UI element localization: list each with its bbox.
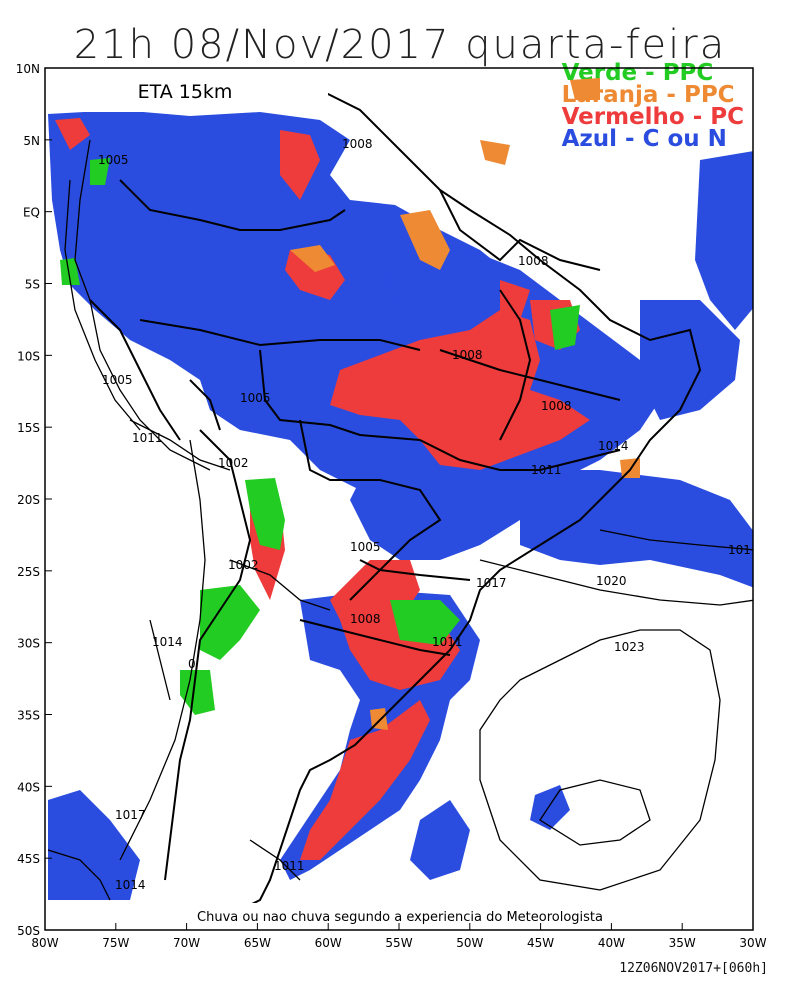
lat-label: 15S — [17, 421, 40, 435]
latitude-axis: 10N 5N EQ 5S 10S 15S 20S 25S 30S 35S 40S 45S 50S — [16, 62, 52, 938]
legend-item-laranja: Laranja - PPC — [561, 82, 735, 108]
lon-label: 30W — [739, 936, 766, 950]
lat-label: 25S — [17, 565, 40, 579]
isobars — [47, 139, 753, 901]
isobar-label: 1002 — [228, 558, 259, 572]
isobar-label: 1014 — [152, 635, 183, 649]
isobar-label: 1008 — [518, 254, 549, 268]
lat-label: 5S — [25, 278, 40, 292]
isobar-label: 1014 — [598, 439, 629, 453]
lat-label: 40S — [17, 780, 40, 794]
country-borders — [89, 89, 702, 911]
lon-label: 75W — [102, 936, 129, 950]
lon-label: 60W — [315, 936, 342, 950]
green-areas — [60, 158, 580, 715]
lon-label: 65W — [244, 936, 271, 950]
blue-areas — [48, 110, 753, 900]
isobar-label: 1017 — [115, 808, 146, 822]
isobar-label: 1008 — [342, 137, 373, 151]
isobar-label: 1020 — [596, 574, 627, 588]
legend-item-azul: Azul - C ou N — [561, 126, 727, 152]
lon-label: 40W — [598, 936, 625, 950]
lon-label: 80W — [31, 936, 58, 950]
isobar-label: 1005 — [98, 153, 129, 167]
lat-label: 35S — [17, 709, 40, 723]
lat-label: 45S — [17, 852, 40, 866]
isobar-label: 1011 — [432, 635, 463, 649]
isobar-label: 1008 — [350, 612, 381, 626]
isobar-label: 1008 — [452, 348, 483, 362]
run-footnote: 12Z06NOV2017+[060h] — [619, 961, 768, 976]
isobar-label: 1017 — [476, 576, 507, 590]
lat-label: 20S — [17, 493, 40, 507]
lat-label: 5N — [23, 134, 40, 148]
isobar-label: 1023 — [614, 640, 645, 654]
isobar-label: 1005 — [240, 391, 271, 405]
isobar-label: 0 — [188, 657, 196, 671]
isobar-label: 1008 — [541, 399, 572, 413]
lat-label: 10N — [16, 62, 40, 76]
isobar-label: 1011 — [132, 431, 163, 445]
lat-label: 30S — [17, 637, 40, 651]
isobar-label: 1014 — [115, 878, 146, 892]
isobar-label: 1005 — [350, 540, 381, 554]
isobar-label: 101 — [728, 543, 751, 557]
model-label: ETA 15km — [138, 81, 233, 103]
isobar-label: 1005 — [102, 373, 133, 387]
map-title: 21h 08/Nov/2017 quarta-feira — [73, 22, 727, 68]
lon-label: 50W — [456, 936, 483, 950]
caption: Chuva ou nao chuva segundo a experiencia… — [197, 910, 603, 925]
lon-label: 70W — [173, 936, 200, 950]
orange-areas — [290, 78, 640, 730]
lat-label: EQ — [23, 206, 40, 220]
lon-label: 55W — [385, 936, 412, 950]
legend-item-vermelho: Vermelho - PC — [561, 104, 744, 130]
isobar-labels: 1005 1008 1008 1008 1005 1005 1011 1002 … — [98, 137, 751, 892]
lat-label: 10S — [17, 349, 40, 363]
isobar-label: 1002 — [218, 456, 249, 470]
isobar-label: 1011 — [531, 463, 562, 477]
lon-label: 35W — [669, 936, 696, 950]
lon-label: 45W — [527, 936, 554, 950]
longitude-axis: 80W 75W 70W 65W 60W 55W 50W 45W 40W 35W 30W — [31, 923, 767, 950]
isobar-label: 1011 — [274, 859, 305, 873]
lat-label: 50S — [17, 924, 40, 938]
